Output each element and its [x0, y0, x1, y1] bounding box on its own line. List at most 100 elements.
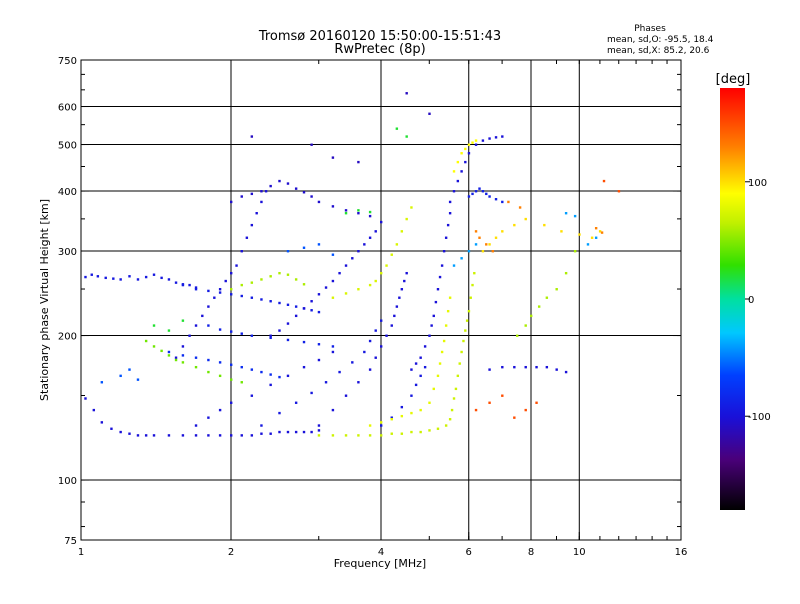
data-point: [181, 283, 185, 287]
data-point: [250, 334, 254, 337]
data-point: [423, 345, 427, 348]
data-point: [294, 187, 298, 190]
data-point: [423, 365, 427, 369]
data-point: [269, 383, 272, 387]
x-tick-label: 8: [528, 547, 534, 558]
data-point: [310, 309, 313, 312]
data-point: [452, 397, 456, 400]
data-point: [331, 279, 335, 283]
data-point: [535, 401, 538, 404]
chart-subtitle: RwPretec (8p): [334, 42, 425, 57]
data-point: [152, 273, 156, 276]
data-point: [432, 314, 435, 318]
data-point: [474, 143, 478, 146]
data-point: [448, 212, 452, 215]
data-point: [390, 416, 393, 419]
data-point: [174, 358, 178, 362]
data-point: [160, 349, 163, 353]
data-point: [410, 206, 413, 209]
data-point: [380, 345, 383, 348]
data-point: [467, 195, 471, 198]
y-axis-label: Stationary phase Virtual Height [km]: [38, 199, 51, 401]
data-point: [488, 243, 491, 246]
data-point: [488, 401, 491, 404]
data-point: [474, 139, 478, 142]
data-point: [380, 319, 383, 322]
data-point: [250, 394, 254, 397]
data-point: [380, 424, 383, 427]
data-point: [395, 127, 399, 130]
data-point: [530, 314, 533, 318]
data-point: [518, 206, 522, 209]
data-point: [494, 136, 498, 139]
data-point: [368, 368, 372, 371]
data-point: [218, 374, 222, 378]
data-point: [357, 288, 360, 291]
data-point: [501, 230, 504, 233]
data-point: [181, 319, 185, 322]
data-point: [207, 358, 210, 362]
data-point: [460, 170, 463, 173]
data-point: [174, 356, 178, 359]
data-point: [264, 190, 268, 193]
x-tick-label: 1: [78, 547, 84, 558]
data-point: [286, 338, 290, 342]
data-point: [167, 434, 171, 437]
data-point: [467, 143, 471, 146]
data-point: [419, 374, 422, 378]
data-point: [380, 271, 383, 275]
data-point: [338, 370, 341, 374]
data-point: [317, 434, 321, 437]
data-point: [286, 303, 290, 306]
data-point: [286, 182, 290, 185]
data-point: [194, 286, 198, 289]
data-point: [444, 424, 448, 427]
data-point: [218, 328, 222, 331]
data-point: [390, 432, 393, 435]
data-point: [92, 408, 96, 412]
data-point: [400, 432, 404, 435]
data-point: [491, 250, 495, 253]
data-point: [494, 198, 498, 201]
data-point: [119, 278, 122, 281]
data-point: [167, 329, 171, 332]
data-point: [181, 345, 185, 348]
data-point: [90, 273, 93, 276]
data-point: [286, 374, 290, 378]
x-tick-label: 4: [378, 547, 384, 558]
grid-lines: [81, 60, 681, 540]
data-point: [462, 339, 465, 343]
data-point: [385, 264, 388, 267]
data-point: [317, 293, 321, 296]
data-point: [414, 383, 418, 387]
data-point: [128, 368, 131, 371]
data-point: [501, 394, 504, 397]
data-point: [331, 296, 335, 299]
data-point: [440, 350, 444, 354]
chart-title: Tromsø 20160120 15:50:00-15:51:43: [258, 29, 501, 44]
data-point: [136, 378, 140, 381]
data-point: [96, 275, 100, 278]
y-tick-label: 100: [58, 476, 77, 487]
data-point: [395, 305, 399, 308]
data-point: [363, 350, 366, 354]
data-point: [286, 430, 290, 434]
data-point: [207, 434, 210, 437]
data-point: [374, 279, 377, 283]
x-tick-label: 2: [228, 547, 234, 558]
data-point: [119, 430, 122, 434]
data-point: [269, 373, 272, 376]
data-point: [240, 332, 243, 335]
data-point: [405, 217, 408, 221]
data-point: [207, 416, 210, 419]
data-point: [363, 243, 366, 246]
data-point: [545, 365, 549, 369]
data-point: [524, 365, 527, 369]
data-point: [456, 179, 460, 183]
data-point: [385, 334, 388, 337]
data-point: [207, 305, 210, 308]
data-point: [110, 427, 113, 430]
data-point: [452, 264, 456, 267]
data-point: [351, 257, 354, 260]
